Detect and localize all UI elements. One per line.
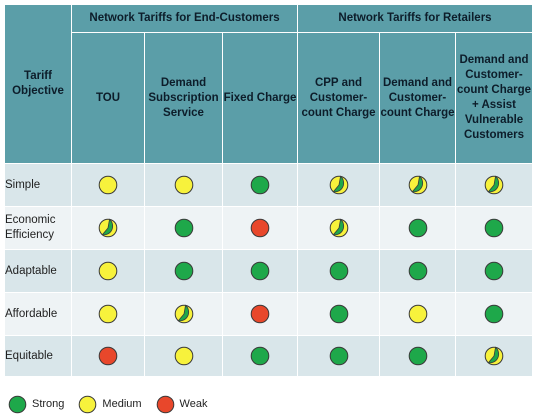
rating-cell <box>222 335 298 377</box>
row-label: Economic Efficiency <box>4 206 72 250</box>
medium-rating-icon <box>98 175 118 195</box>
rating-cell <box>144 292 223 336</box>
table-row: Simple <box>4 163 533 207</box>
table-row: Economic Efficiency <box>4 206 533 250</box>
legend-label-strong: Strong <box>32 398 65 410</box>
weak-rating-icon <box>250 304 270 324</box>
strong-rating-icon <box>408 261 428 281</box>
strong-rating-icon <box>484 304 504 324</box>
rating-cell <box>297 206 380 250</box>
column-header-demand-subscription: Demand Subscription Service <box>144 32 223 164</box>
legend-item-strong: Strong <box>8 395 64 414</box>
rating-cell <box>144 206 223 250</box>
strong-rating-icon <box>329 304 349 324</box>
rating-cell <box>297 163 380 207</box>
rating-cell <box>71 335 145 377</box>
rating-cell <box>379 249 456 293</box>
rating-cell <box>222 249 298 293</box>
medium-strong-rating-icon <box>484 175 504 195</box>
objective-header: Tariff Objective <box>4 4 72 164</box>
legend-label-medium: Medium <box>102 398 142 410</box>
medium-strong-rating-icon <box>174 304 194 324</box>
rating-cell <box>455 335 533 377</box>
legend-label-weak: Weak <box>179 398 208 410</box>
strong-rating-icon <box>250 175 270 195</box>
rating-cell <box>455 249 533 293</box>
column-header-demand-customer-count-vulnerable: Demand and Customer-count Charge + Assis… <box>455 32 533 164</box>
medium-strong-rating-icon <box>484 346 504 366</box>
column-header-demand-customer-count: Demand and Customer-count Charge <box>379 32 456 164</box>
medium-strong-rating-icon <box>329 175 349 195</box>
medium-rating-icon <box>78 395 102 414</box>
medium-strong-rating-icon <box>408 175 428 195</box>
rating-cell <box>297 292 380 336</box>
medium-rating-icon <box>174 346 194 366</box>
legend-item-medium: Medium <box>78 395 142 414</box>
strong-rating-icon <box>250 346 270 366</box>
rating-cell <box>455 292 533 336</box>
row-label: Simple <box>4 163 72 207</box>
tariff-comparison-table: Tariff Objective Network Tariffs for End… <box>4 4 533 377</box>
strong-rating-icon <box>329 261 349 281</box>
rating-cell <box>222 163 298 207</box>
rating-cell <box>455 206 533 250</box>
row-label: Adaptable <box>4 249 72 293</box>
strong-rating-icon <box>174 261 194 281</box>
row-label: Affordable <box>4 292 72 336</box>
medium-rating-icon <box>408 304 428 324</box>
rating-cell <box>222 292 298 336</box>
rating-cell <box>297 249 380 293</box>
rating-cell <box>379 335 456 377</box>
rating-cell <box>144 249 223 293</box>
weak-rating-icon <box>98 346 118 366</box>
table-row: Equitable <box>4 335 533 377</box>
legend: Strong Medium Weak <box>8 393 221 415</box>
table-row: Adaptable <box>4 249 533 293</box>
medium-rating-icon <box>174 175 194 195</box>
rating-cell <box>379 292 456 336</box>
legend-item-weak: Weak <box>156 395 208 414</box>
table-row: Affordable <box>4 292 533 336</box>
medium-strong-rating-icon <box>329 218 349 238</box>
weak-rating-icon <box>156 395 180 414</box>
rating-cell <box>144 335 223 377</box>
rating-cell <box>71 249 145 293</box>
weak-rating-icon <box>250 218 270 238</box>
column-header-fixed-charge: Fixed Charge <box>222 32 298 164</box>
rating-cell <box>222 206 298 250</box>
end-customers-group-header: Network Tariffs for End-Customers <box>71 4 298 33</box>
strong-rating-icon <box>8 395 32 414</box>
strong-rating-icon <box>484 261 504 281</box>
retailers-group-header: Network Tariffs for Retailers <box>297 4 533 33</box>
strong-rating-icon <box>484 218 504 238</box>
strong-rating-icon <box>174 218 194 238</box>
rating-cell <box>71 292 145 336</box>
rating-cell <box>379 206 456 250</box>
rating-cell <box>144 163 223 207</box>
strong-rating-icon <box>408 218 428 238</box>
medium-rating-icon <box>98 304 118 324</box>
rating-cell <box>71 206 145 250</box>
rating-cell <box>455 163 533 207</box>
rating-cell <box>71 163 145 207</box>
rating-cell <box>297 335 380 377</box>
rating-cell <box>379 163 456 207</box>
strong-rating-icon <box>329 346 349 366</box>
column-header-cpp-customer-count: CPP and Customer-count Charge <box>297 32 380 164</box>
strong-rating-icon <box>250 261 270 281</box>
strong-rating-icon <box>408 346 428 366</box>
column-header-tou: TOU <box>71 32 145 164</box>
medium-strong-rating-icon <box>98 218 118 238</box>
medium-rating-icon <box>98 261 118 281</box>
row-label: Equitable <box>4 335 72 377</box>
